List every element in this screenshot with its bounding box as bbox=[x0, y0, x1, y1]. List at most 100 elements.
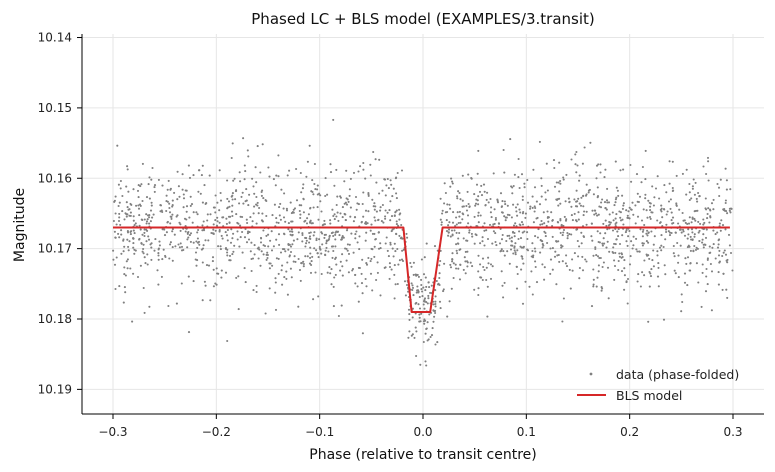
data-point bbox=[304, 236, 307, 240]
data-point bbox=[505, 239, 508, 243]
data-point bbox=[551, 219, 554, 222]
data-point bbox=[516, 249, 519, 252]
data-point bbox=[627, 235, 630, 238]
data-point bbox=[493, 208, 496, 211]
data-point bbox=[168, 206, 171, 210]
data-point bbox=[630, 240, 633, 243]
data-point bbox=[512, 224, 516, 227]
data-point bbox=[364, 209, 368, 212]
data-point bbox=[613, 278, 616, 281]
data-point bbox=[607, 297, 610, 300]
data-point bbox=[631, 201, 634, 204]
data-point bbox=[558, 260, 561, 263]
data-point bbox=[263, 244, 267, 248]
data-point bbox=[626, 216, 629, 219]
data-point bbox=[508, 262, 511, 265]
data-point bbox=[341, 274, 344, 277]
data-point bbox=[621, 234, 624, 237]
data-point bbox=[309, 206, 312, 209]
data-point bbox=[387, 187, 390, 190]
data-point bbox=[455, 216, 458, 219]
data-point bbox=[349, 215, 352, 218]
data-point bbox=[518, 230, 521, 233]
data-point bbox=[324, 249, 327, 252]
data-point bbox=[709, 251, 712, 254]
data-point bbox=[612, 219, 615, 222]
data-point bbox=[317, 295, 320, 298]
data-point bbox=[677, 254, 680, 257]
data-point bbox=[114, 287, 117, 291]
data-point bbox=[672, 221, 675, 225]
data-point bbox=[596, 195, 600, 198]
data-point bbox=[153, 190, 156, 193]
data-point bbox=[595, 177, 598, 180]
data-point bbox=[285, 209, 289, 212]
data-point bbox=[429, 335, 432, 339]
data-point bbox=[115, 223, 118, 226]
data-point bbox=[217, 245, 220, 248]
data-point bbox=[287, 248, 290, 251]
data-point bbox=[585, 260, 588, 263]
data-point bbox=[432, 309, 435, 312]
data-point bbox=[480, 184, 483, 187]
data-point bbox=[375, 278, 378, 282]
data-point bbox=[312, 234, 315, 237]
data-point bbox=[602, 222, 605, 225]
data-point bbox=[228, 259, 231, 262]
data-point bbox=[647, 241, 650, 244]
data-point bbox=[187, 164, 190, 167]
data-point bbox=[559, 231, 562, 234]
data-point bbox=[360, 282, 364, 285]
data-point bbox=[617, 235, 620, 238]
data-point bbox=[341, 206, 344, 209]
data-point bbox=[114, 236, 117, 239]
data-point bbox=[447, 231, 450, 234]
data-point bbox=[275, 217, 278, 220]
data-point bbox=[232, 250, 235, 253]
data-point bbox=[140, 183, 143, 186]
data-point bbox=[557, 181, 560, 184]
data-point bbox=[512, 184, 515, 188]
data-point bbox=[583, 210, 586, 213]
data-point bbox=[203, 184, 206, 187]
data-point bbox=[200, 174, 203, 177]
data-point bbox=[243, 267, 246, 270]
data-point bbox=[434, 289, 437, 292]
data-point bbox=[521, 257, 524, 260]
data-point bbox=[178, 246, 181, 249]
data-point bbox=[318, 238, 321, 241]
data-point bbox=[279, 251, 283, 254]
data-point bbox=[618, 252, 621, 255]
data-point bbox=[513, 173, 516, 176]
data-point bbox=[327, 250, 330, 253]
data-point bbox=[470, 177, 473, 180]
y-tick-label: 10.14 bbox=[38, 31, 72, 45]
data-point bbox=[395, 223, 398, 226]
data-point bbox=[562, 228, 566, 232]
data-point bbox=[656, 275, 660, 278]
data-point bbox=[520, 173, 524, 176]
data-point bbox=[565, 265, 569, 268]
data-point bbox=[542, 211, 545, 214]
data-point bbox=[253, 244, 256, 247]
data-point bbox=[626, 214, 629, 217]
data-point bbox=[724, 167, 727, 170]
data-point bbox=[384, 215, 387, 218]
data-point bbox=[173, 233, 176, 236]
data-point bbox=[143, 228, 146, 231]
data-point bbox=[464, 260, 467, 263]
data-point bbox=[334, 257, 337, 261]
data-point bbox=[615, 238, 618, 241]
data-point bbox=[200, 248, 203, 251]
data-point bbox=[670, 231, 673, 235]
data-point bbox=[141, 199, 144, 203]
data-point bbox=[370, 247, 373, 250]
data-point bbox=[726, 258, 729, 261]
data-point bbox=[505, 216, 508, 219]
data-point bbox=[721, 224, 725, 227]
data-point bbox=[314, 188, 317, 191]
data-point bbox=[324, 194, 327, 198]
data-point bbox=[403, 280, 407, 283]
data-point bbox=[721, 288, 724, 291]
data-point bbox=[341, 265, 344, 268]
